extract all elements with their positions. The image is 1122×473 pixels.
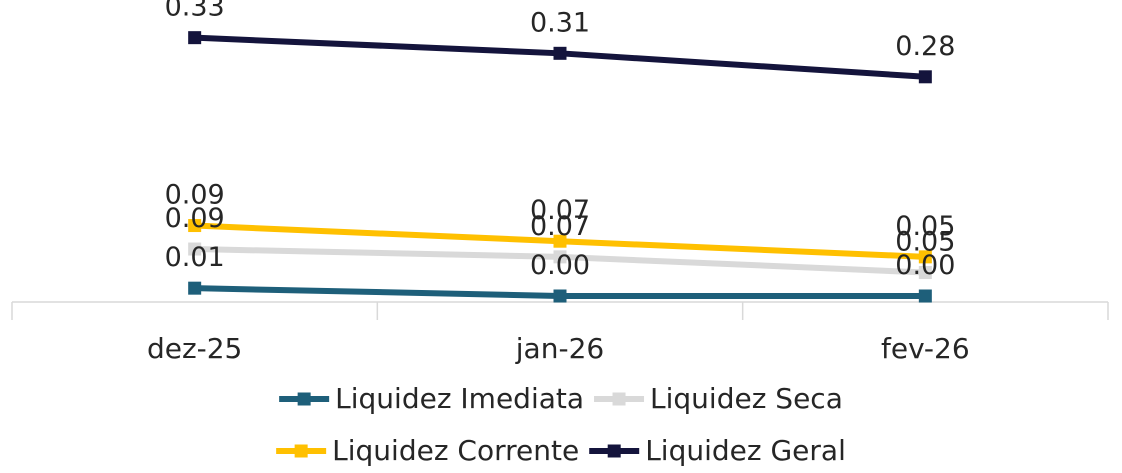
data-point-marker (188, 31, 202, 45)
data-point-marker (188, 281, 202, 295)
data-point-marker (553, 250, 567, 264)
x-tick-label: fev-26 (881, 332, 970, 365)
data-label: 0.00 (530, 250, 590, 281)
data-labels: 0.01 0.00 0.00 0.09 0.07 0.05 0.09 0.07 0.05 0.33… (165, 0, 956, 281)
data-point-marker (188, 242, 202, 256)
data-label: 0.31 (530, 7, 590, 38)
data-label: 0.09 (165, 203, 225, 234)
legend-swatch-marker (294, 444, 308, 458)
data-label: 0.07 (530, 195, 590, 226)
data-point-marker (918, 70, 932, 84)
data-point-marker (918, 250, 932, 264)
data-label: 0.09 (165, 180, 225, 211)
x-tick-label: dez-25 (147, 332, 242, 365)
data-point-marker (188, 219, 202, 233)
data-label: 0.33 (165, 0, 225, 23)
legend-swatch-marker (607, 444, 621, 458)
data-label: 0.05 (895, 227, 955, 258)
series-points (188, 31, 932, 303)
x-axis-tick-labels: dez-25 jan-26 fev-26 (147, 332, 970, 365)
legend-label: Liquidez Geral (645, 434, 846, 467)
legend-swatch-marker (612, 392, 626, 406)
legend: Liquidez Imediata Liquidez Seca Liquidez C… (276, 382, 846, 467)
legend-swatch-marker (297, 392, 311, 406)
data-point-marker (553, 234, 567, 248)
legend-label: Liquidez Seca (650, 382, 843, 415)
data-point-marker (553, 46, 567, 60)
legend-label: Liquidez Corrente (332, 434, 579, 467)
data-point-marker (553, 289, 567, 303)
data-label: 0.05 (895, 211, 955, 242)
data-label: 0.07 (530, 211, 590, 242)
x-axis-ticks (11, 302, 1109, 320)
data-point-marker (918, 266, 932, 280)
data-point-marker (918, 289, 932, 303)
data-label: 0.28 (895, 31, 955, 62)
data-label: 0.00 (895, 250, 955, 281)
data-label: 0.01 (165, 242, 225, 273)
x-tick-label: jan-26 (515, 332, 604, 365)
legend-label: Liquidez Imediata (335, 382, 584, 415)
